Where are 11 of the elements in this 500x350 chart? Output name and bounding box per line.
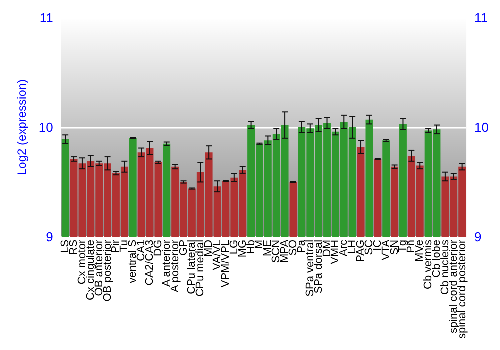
y2-tick-label: 9 [474,229,482,244]
y-tick-label: 9 [46,229,54,244]
y-tick-label: 11 [40,10,54,26]
x-tick-label: spinal cord posterior [456,240,468,340]
x-tick-label: Tg [397,240,410,253]
x-tick-label: OB posterior [102,240,114,302]
y2-tick-label: 11 [474,10,488,26]
x-tick-label: A posterior [169,240,182,293]
y2-tick-label: 10 [474,120,490,135]
y-tick-label: 10 [38,120,54,135]
y-axis-title: Log2 (expression) [15,79,29,176]
